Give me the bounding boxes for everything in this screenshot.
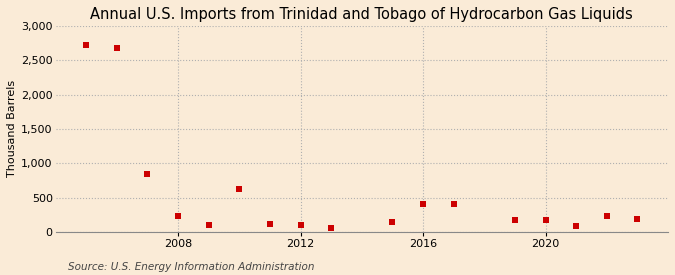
Y-axis label: Thousand Barrels: Thousand Barrels xyxy=(7,80,17,177)
Point xyxy=(142,171,153,176)
Point xyxy=(265,221,275,226)
Point xyxy=(632,217,643,221)
Point xyxy=(111,46,122,50)
Point xyxy=(387,219,398,224)
Point xyxy=(510,218,520,222)
Point xyxy=(448,202,459,207)
Point xyxy=(571,224,582,229)
Text: Source: U.S. Energy Information Administration: Source: U.S. Energy Information Administ… xyxy=(68,262,314,272)
Point xyxy=(418,202,429,207)
Point xyxy=(295,223,306,227)
Point xyxy=(203,223,214,227)
Point xyxy=(601,213,612,218)
Point xyxy=(173,213,184,218)
Point xyxy=(326,226,337,230)
Title: Annual U.S. Imports from Trinidad and Tobago of Hydrocarbon Gas Liquids: Annual U.S. Imports from Trinidad and To… xyxy=(90,7,633,22)
Point xyxy=(540,218,551,222)
Point xyxy=(234,187,244,191)
Point xyxy=(81,43,92,47)
